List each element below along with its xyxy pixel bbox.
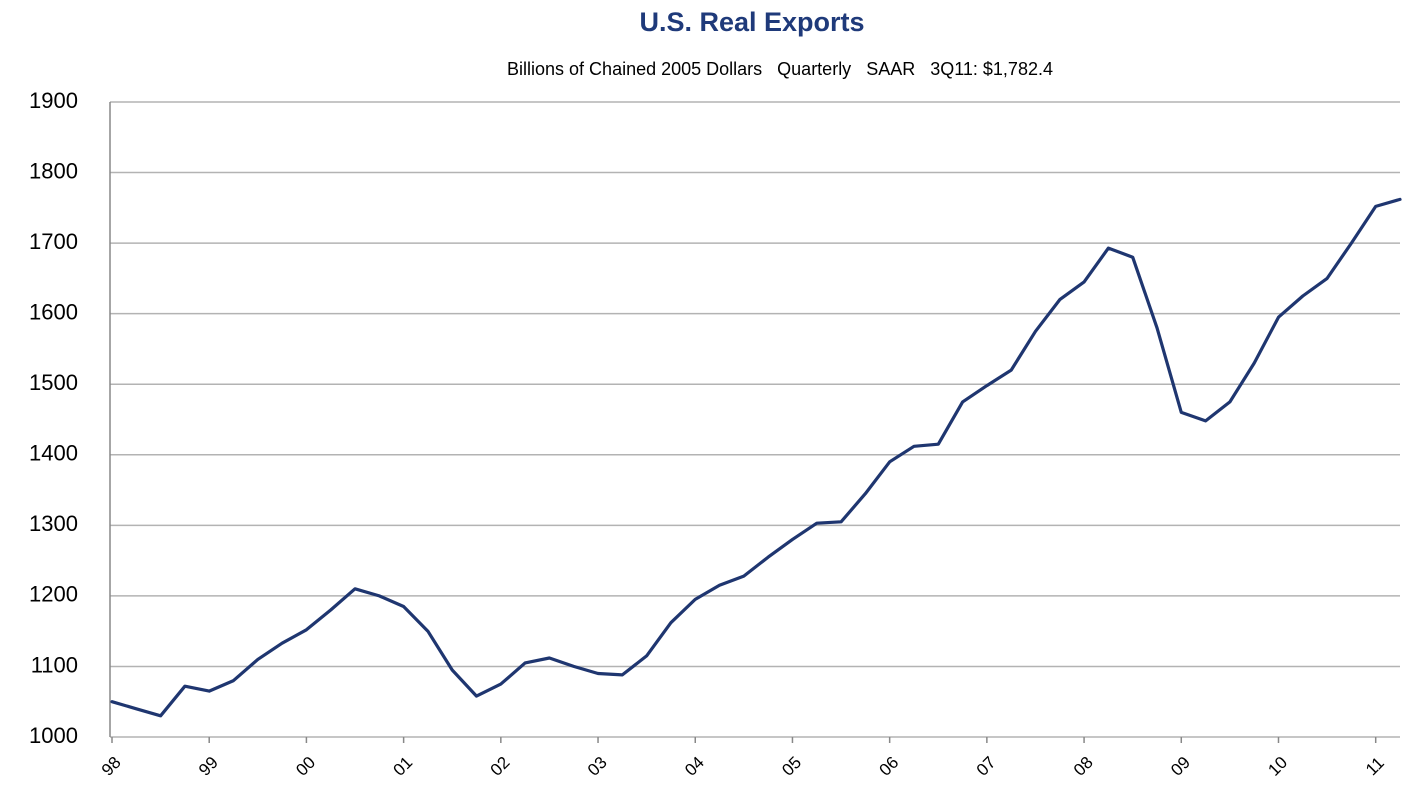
x-tick-label: 01 [389, 753, 416, 780]
x-tick-label: 07 [973, 753, 1000, 780]
x-tick-label: 10 [1264, 753, 1291, 780]
x-tick-label: 08 [1070, 753, 1097, 780]
x-tick-label: 05 [778, 753, 805, 780]
x-tick-label: 00 [292, 753, 319, 780]
chart-title: U.S. Real Exports [639, 7, 864, 37]
x-tick-label: 11 [1362, 753, 1388, 779]
x-tick-label: 98 [98, 753, 125, 780]
chart-subtitle: Billions of Chained 2005 Dollars Quarter… [507, 59, 1053, 79]
y-tick-label: 1500 [29, 370, 78, 395]
y-tick-label: 1300 [29, 511, 78, 536]
x-tick-label: 02 [487, 753, 514, 780]
data-line [110, 197, 1402, 718]
y-tick-label: 1700 [29, 229, 78, 254]
y-tick-label: 1100 [31, 652, 78, 677]
x-tick-label: 06 [876, 753, 903, 780]
y-tick-label: 1000 [29, 723, 78, 748]
x-tick-label: 09 [1167, 753, 1194, 780]
y-tick-label: 1800 [29, 158, 78, 183]
y-tick-label: 1900 [29, 88, 78, 113]
y-tick-label: 1400 [29, 441, 78, 466]
x-tick-label: 03 [584, 753, 611, 780]
y-tick-label: 1200 [29, 582, 78, 607]
y-tick-label: 1600 [29, 299, 78, 324]
x-tick-label: 04 [681, 753, 708, 780]
x-tick-label: 99 [195, 753, 222, 780]
